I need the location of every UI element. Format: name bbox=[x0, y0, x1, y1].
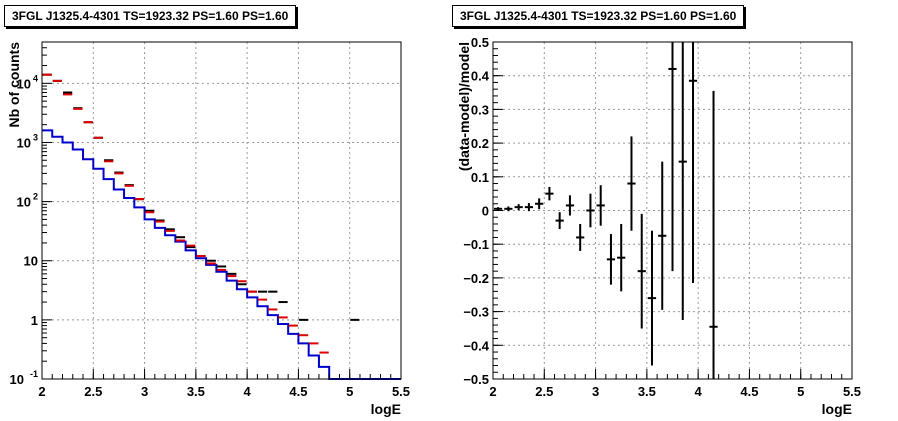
x-tick-label: 2.5 bbox=[535, 384, 553, 399]
x-axis-title: logE bbox=[371, 401, 401, 417]
x-tick-label: 3.5 bbox=[638, 384, 656, 399]
x-tick-label: 2 bbox=[489, 384, 496, 399]
y-tick-exponent: -1 bbox=[30, 369, 38, 379]
x-tick-label: 2.5 bbox=[84, 384, 102, 399]
x-tick-label: 4 bbox=[695, 384, 703, 399]
y-tick-label: −0.1 bbox=[463, 237, 489, 252]
x-tick-label: 5.5 bbox=[843, 384, 861, 399]
left-plot-frame bbox=[41, 41, 402, 380]
left-chart-title: 3FGL J1325.4-4301 TS=1923.32 PS=1.60 PS=… bbox=[4, 5, 297, 27]
y-tick-label: 10 bbox=[10, 372, 24, 387]
y-tick-label: 10 bbox=[17, 135, 31, 150]
x-tick-label: 5 bbox=[346, 384, 353, 399]
y-tick-label: −0.2 bbox=[463, 271, 489, 286]
x-tick-label: 3.5 bbox=[187, 384, 205, 399]
model-histogram-line bbox=[42, 129, 401, 380]
x-axis-title: logE bbox=[822, 401, 852, 417]
x-tick-label: 5.5 bbox=[392, 384, 410, 399]
y-tick-label: 0 bbox=[482, 204, 489, 219]
y-tick-label: 0.5 bbox=[471, 35, 489, 50]
x-tick-label: 2 bbox=[38, 384, 45, 399]
y-tick-label: −0.4 bbox=[463, 338, 489, 353]
y-tick-exponent: 3 bbox=[33, 132, 38, 142]
y-tick-label: 0.2 bbox=[471, 136, 489, 151]
x-tick-label: 4.5 bbox=[289, 384, 307, 399]
y-tick-label: 10 bbox=[17, 195, 31, 210]
y-tick-label: −0.5 bbox=[463, 372, 489, 387]
y-tick-label: 0.1 bbox=[471, 170, 489, 185]
x-tick-label: 3 bbox=[141, 384, 148, 399]
y-axis-title: Nb of counts bbox=[6, 42, 22, 128]
y-axis-title: (data-model)/model bbox=[456, 42, 472, 171]
x-tick-label: 4.5 bbox=[740, 384, 758, 399]
right-chart-title: 3FGL J1325.4-4301 TS=1923.32 PS=1.60 PS=… bbox=[452, 5, 745, 27]
y-tick-label: 10 bbox=[24, 254, 38, 269]
x-tick-label: 4 bbox=[244, 384, 252, 399]
y-tick-label: 0.3 bbox=[471, 102, 489, 117]
x-tick-label: 5 bbox=[797, 384, 804, 399]
y-tick-label: −0.3 bbox=[463, 305, 489, 320]
y-tick-label: 1 bbox=[31, 313, 38, 328]
y-tick-exponent: 2 bbox=[33, 192, 38, 202]
y-tick-exponent: 4 bbox=[33, 73, 38, 83]
x-tick-label: 3 bbox=[592, 384, 599, 399]
y-tick-label: 10 bbox=[17, 76, 31, 91]
y-tick-label: 0.4 bbox=[471, 69, 490, 84]
